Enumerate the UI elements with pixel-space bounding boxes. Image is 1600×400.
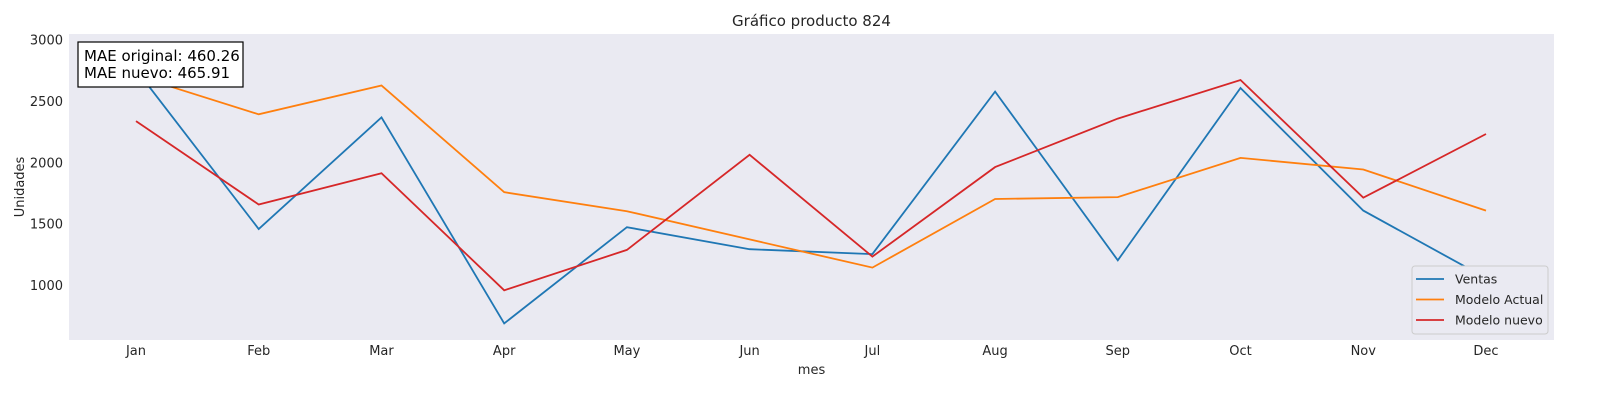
legend-label: Modelo Actual <box>1455 292 1543 307</box>
legend-box <box>1411 265 1549 335</box>
x-tick-label: Mar <box>369 344 394 359</box>
y-tick-label: 1000 <box>30 279 63 294</box>
x-tick-label: Jan <box>125 344 146 359</box>
series-line-ventas <box>135 69 1487 325</box>
series-lines <box>135 69 1487 325</box>
y-tick-label: 2500 <box>30 95 63 110</box>
y-axis-label: Unidades <box>13 156 28 217</box>
mae-nuevo-text: MAE nuevo: 465.91 <box>84 64 230 82</box>
legend: Ventas Modelo Actual Modelo nuevo <box>1411 265 1549 335</box>
x-tick-label: Oct <box>1229 344 1251 359</box>
plot-area <box>69 34 1554 340</box>
mae-annotation: MAE original: 460.26 MAE nuevo: 465.91 <box>77 41 244 88</box>
x-tick-label: Dec <box>1473 344 1498 359</box>
chart-title: Gráfico producto 824 <box>732 12 891 30</box>
x-axis-ticks: Jan Feb Mar Apr May Jun Jul Aug Sep Oct Nov Dec <box>125 344 1499 359</box>
x-tick-label: Apr <box>493 344 516 359</box>
x-tick-label: Feb <box>247 344 270 359</box>
x-tick-label: Sep <box>1106 344 1131 359</box>
mae-original-text: MAE original: 460.26 <box>84 47 240 65</box>
x-tick-label: Nov <box>1351 344 1377 359</box>
mae-annotation-box <box>77 41 244 88</box>
y-tick-label: 1500 <box>30 218 63 233</box>
series-line-modelo-actual <box>135 74 1487 269</box>
x-tick-label: Jun <box>738 344 759 359</box>
legend-label: Modelo nuevo <box>1455 313 1543 328</box>
y-tick-label: 3000 <box>30 34 63 49</box>
series-line-modelo-nuevo <box>135 78 1487 292</box>
x-tick-label: Aug <box>982 344 1007 359</box>
y-tick-label: 2000 <box>30 156 63 171</box>
x-tick-label: May <box>613 344 640 359</box>
x-tick-label: Jul <box>864 344 881 359</box>
y-axis-ticks: 1000 1500 2000 2500 3000 <box>30 34 63 294</box>
legend-label: Ventas <box>1455 272 1497 287</box>
x-axis-label: mes <box>798 363 826 378</box>
